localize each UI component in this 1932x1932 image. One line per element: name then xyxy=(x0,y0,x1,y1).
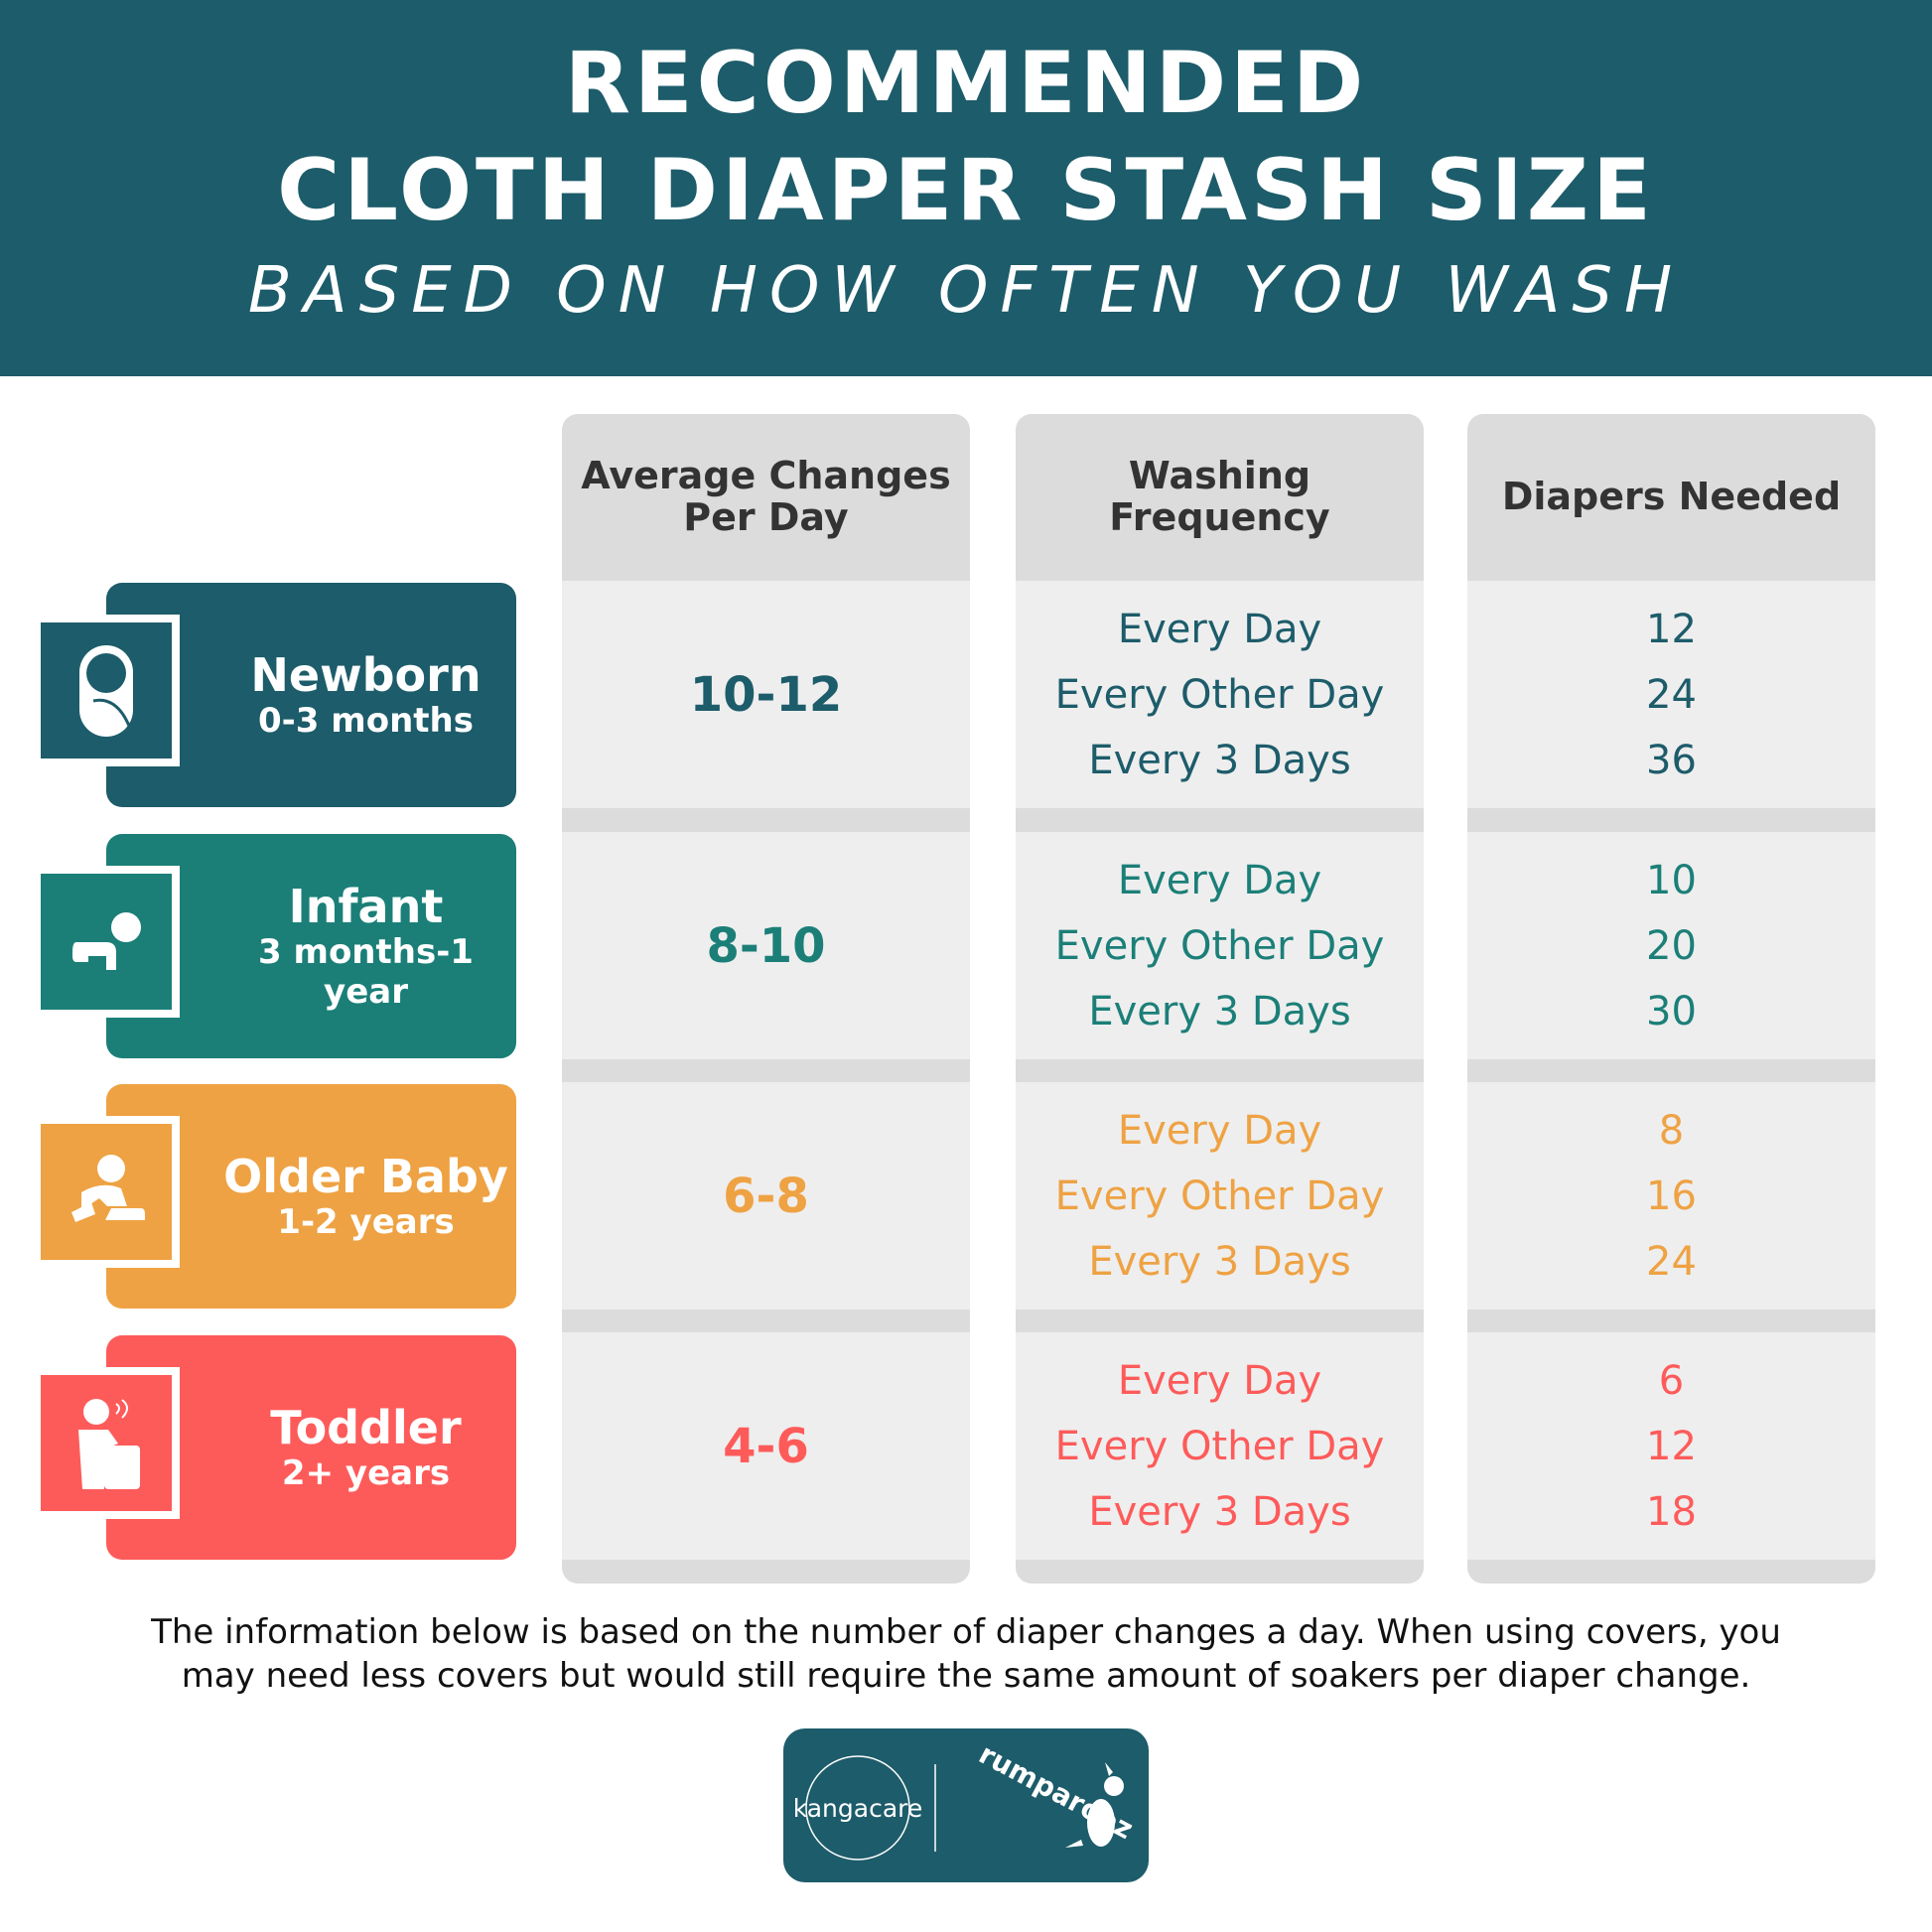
freq-value: Every Day xyxy=(1117,857,1322,903)
header-banner: RECOMMENDED CLOTH DIAPER STASH SIZE BASE… xyxy=(0,0,1932,376)
subtitle: BASED ON HOW OFTEN YOU WASH xyxy=(247,254,1685,328)
diapers-value: 30 xyxy=(1646,988,1697,1035)
diapers-value: 36 xyxy=(1646,737,1697,783)
crawling-baby-icon xyxy=(41,866,180,1018)
footnote-line-2: may need less covers but would still req… xyxy=(181,1656,1751,1696)
column-1: Washing Frequency Every Day Every Other Da… xyxy=(1016,414,1424,1584)
diapers-value: 24 xyxy=(1646,671,1697,718)
diapers-value: 6 xyxy=(1658,1357,1685,1404)
diapers-value: 18 xyxy=(1646,1488,1697,1535)
changes-value: 10-12 xyxy=(689,666,843,723)
changes-value: 6-8 xyxy=(723,1168,809,1224)
diapers-value: 12 xyxy=(1646,606,1697,652)
table-cell: 12 24 36 xyxy=(1467,581,1875,808)
table-cell: 8 16 24 xyxy=(1467,1082,1875,1310)
swaddled-baby-icon xyxy=(41,615,180,766)
footnote: The information below is based on the nu… xyxy=(0,1610,1932,1698)
kangacare-logo: kangacare xyxy=(793,1794,923,1823)
freq-value: Every Other Day xyxy=(1054,1173,1385,1219)
diapers-value: 12 xyxy=(1646,1423,1697,1469)
column-2: Diapers Needed 12 24 36 10 20 30 8 16 24 6 12 18 xyxy=(1467,414,1875,1584)
freq-value: Every 3 Days xyxy=(1088,988,1351,1035)
table-cell: 6 12 18 xyxy=(1467,1332,1875,1560)
title-line-1: RECOMMENDED xyxy=(564,34,1368,133)
table-cell: 10-12 xyxy=(562,581,970,808)
diapers-value: 16 xyxy=(1646,1173,1697,1219)
footnote-line-1: The information below is based on the nu… xyxy=(151,1612,1781,1652)
table-cell: 10 20 30 xyxy=(1467,832,1875,1059)
sitting-baby-icon xyxy=(41,1116,180,1268)
diapers-value: 20 xyxy=(1646,922,1697,969)
table-cell: 6-8 xyxy=(562,1082,970,1310)
table-cell: Every Day Every Other Day Every 3 Days xyxy=(1016,1332,1424,1560)
table-cell: Every Day Every Other Day Every 3 Days xyxy=(1016,832,1424,1059)
freq-value: Every Other Day xyxy=(1054,922,1385,969)
freq-value: Every 3 Days xyxy=(1088,1238,1351,1285)
age-range: 3 months-1 year xyxy=(258,932,474,1013)
freq-value: Every Other Day xyxy=(1054,671,1385,718)
age-group-name: Infant xyxy=(288,879,444,933)
column-header: Washing Frequency xyxy=(1109,454,1330,539)
changes-value: 8-10 xyxy=(706,917,826,974)
freq-value: Every Day xyxy=(1117,1357,1322,1404)
kangaroo-icon xyxy=(1065,1762,1124,1848)
title-line-2: CLOTH DIAPER STASH SIZE xyxy=(277,141,1655,240)
age-group-name: Toddler xyxy=(270,1400,462,1454)
changes-value: 4-6 xyxy=(723,1418,809,1474)
diapers-value: 10 xyxy=(1646,857,1697,903)
table-cell: 4-6 xyxy=(562,1332,970,1560)
freq-value: Every 3 Days xyxy=(1088,737,1351,783)
column-0: Average Changes Per Day 10-12 8-10 6-8 4-6 xyxy=(562,414,970,1584)
freq-value: Every Other Day xyxy=(1054,1423,1385,1469)
diapers-value: 24 xyxy=(1646,1238,1697,1285)
freq-value: Every Day xyxy=(1117,606,1322,652)
logo-art: kangacare rumparooz xyxy=(793,1737,1139,1861)
age-range: 1-2 years xyxy=(277,1202,455,1243)
age-range: 2+ years xyxy=(281,1453,451,1494)
age-group-name: Older Baby xyxy=(223,1149,508,1203)
diapers-value: 8 xyxy=(1658,1107,1685,1154)
toddler-icon xyxy=(41,1367,180,1519)
table-cell: Every Day Every Other Day Every 3 Days xyxy=(1016,1082,1424,1310)
brand-logos: kangacare rumparooz xyxy=(783,1728,1149,1882)
age-group-name: Newborn xyxy=(250,647,482,702)
freq-value: Every Day xyxy=(1117,1107,1322,1154)
table-cell: 8-10 xyxy=(562,832,970,1059)
freq-value: Every 3 Days xyxy=(1088,1488,1351,1535)
column-header: Average Changes Per Day xyxy=(581,454,951,539)
column-header: Diapers Needed xyxy=(1501,475,1842,519)
table-cell: Every Day Every Other Day Every 3 Days xyxy=(1016,581,1424,808)
age-range: 0-3 months xyxy=(258,701,474,742)
